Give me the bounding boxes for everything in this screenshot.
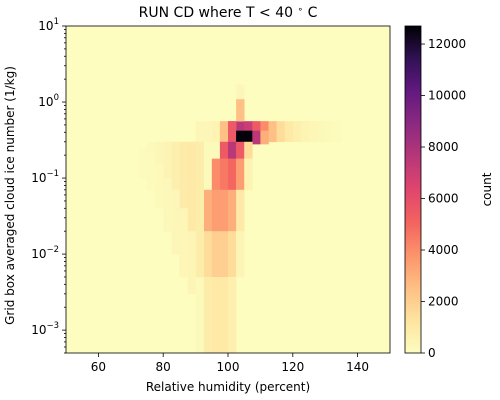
y-axis: 10−3 10−2 10−1 100 101 <box>31 17 66 354</box>
heatmap-cell <box>155 141 164 165</box>
x-axis-label: Relative humidity (percent) <box>146 380 310 394</box>
heatmap-cell <box>211 231 221 278</box>
heatmap-cell <box>300 121 310 143</box>
heatmap-cell <box>219 231 229 278</box>
x-tick-label: 80 <box>156 360 171 374</box>
heatmap-cell <box>292 121 302 143</box>
colorbar-tick-label: 0 <box>428 346 436 360</box>
heatmap-cell <box>219 276 229 353</box>
y-tick-label: 100 <box>38 93 59 109</box>
heatmap-cell <box>219 141 229 159</box>
heatmap-cell <box>195 141 204 278</box>
heatmap-cell <box>244 130 253 145</box>
heatmap-cell <box>203 189 213 232</box>
y-tick-label: 101 <box>38 17 59 33</box>
heatmap-cell <box>219 189 229 232</box>
heatmap-cell <box>203 231 213 278</box>
heatmap-cell <box>211 276 221 353</box>
heatmap-cell <box>203 121 213 143</box>
colorbar-tick-label: 6000 <box>428 192 459 206</box>
heatmap-cell <box>211 158 221 191</box>
heatmap-cell <box>171 141 180 191</box>
colorbar-tick-label: 2000 <box>428 295 459 309</box>
heatmap-cell <box>171 189 180 255</box>
title-threshold: 40 <box>275 5 293 21</box>
y-axis-label: Grid box averaged cloud ice number (1/kg… <box>3 66 17 325</box>
title-unit: C <box>308 5 318 21</box>
heatmap-cell <box>155 164 164 209</box>
heatmap-cell <box>203 276 213 353</box>
heatmap-cell <box>187 141 196 232</box>
heatmap-cell <box>228 231 237 278</box>
heatmap-cell <box>244 141 253 159</box>
heatmap-cell <box>325 121 334 143</box>
title-relation: < <box>259 5 271 21</box>
heatmap-cell <box>211 189 221 232</box>
x-tick-label: 100 <box>217 360 240 374</box>
heatmap-cell <box>179 141 188 209</box>
heatmap-cell <box>187 231 196 295</box>
chart-title: RUN CD where T < 40 ∘ C <box>139 0 318 21</box>
heatmap-cell <box>244 158 253 191</box>
colorbar-tick-label: 4000 <box>428 243 459 257</box>
heatmap-cell <box>228 189 237 232</box>
colorbar-tick-label: 10000 <box>428 89 466 103</box>
x-axis: 60 80 100 120 140 <box>91 353 369 374</box>
heatmap-cell <box>252 130 261 145</box>
heatmap-cell <box>309 121 318 143</box>
x-tick-label: 60 <box>91 360 106 374</box>
heatmap-cell <box>228 141 237 159</box>
colorbar-ticks: 0 2000 4000 6000 8000 10000 12000 <box>421 37 466 360</box>
heatmap-cell <box>138 147 148 179</box>
heatmap-cell <box>236 130 245 145</box>
colorbar-tick-label: 12000 <box>428 37 466 51</box>
heatmap-cell <box>236 141 245 159</box>
y-tick-label: 10−3 <box>31 321 59 337</box>
heatmap-cell <box>317 121 326 143</box>
heatmap-cell <box>236 189 245 232</box>
heatmap-cell <box>211 121 221 143</box>
heatmap-cell <box>268 121 277 143</box>
title-degree: ∘ <box>297 5 303 15</box>
heatmap-cell <box>219 158 229 191</box>
heatmap-cells <box>138 84 342 353</box>
y-tick-label: 10−2 <box>31 245 59 261</box>
heatmap-cell <box>236 158 245 191</box>
heatmap-cell <box>147 141 156 156</box>
heatmap-cell <box>284 121 294 143</box>
heatmap-cell <box>236 98 245 122</box>
heatmap-cell <box>260 130 269 145</box>
heatmap-cell <box>219 121 229 143</box>
heatmap-cell <box>333 121 342 143</box>
heatmap-cell <box>179 208 188 278</box>
colorbar-frame <box>404 25 422 354</box>
title-main: RUN CD where T <box>139 5 255 21</box>
colorbar <box>405 26 421 353</box>
x-tick-label: 140 <box>346 360 369 374</box>
heatmap-cell <box>147 155 156 191</box>
heatmap-cell <box>276 121 285 143</box>
heatmap-cell <box>236 231 245 278</box>
heatmap-cell <box>163 178 172 232</box>
x-tick-label: 120 <box>281 360 304 374</box>
heatmap-cell <box>228 276 237 353</box>
y-tick-label: 10−1 <box>31 169 59 185</box>
heatmap-cell <box>163 141 172 179</box>
heatmap-cell <box>228 158 237 191</box>
heatmap-cell <box>195 121 204 143</box>
colorbar-label: count <box>480 172 494 206</box>
heatmap-cell <box>236 84 245 100</box>
colorbar-tick-label: 8000 <box>428 140 459 154</box>
heatmap-cell <box>228 121 237 143</box>
